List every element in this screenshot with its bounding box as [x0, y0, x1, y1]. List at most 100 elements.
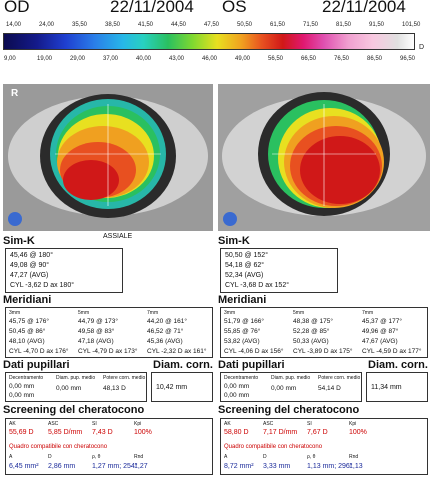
column-header: AK [9, 421, 16, 427]
column-header: Decentramento [224, 375, 259, 381]
meridian-value: CYL -4,59 D ax 177° [362, 348, 422, 355]
scale-label: 46,00 [202, 56, 218, 62]
diam-corn-value: 11,34 mm [371, 384, 402, 391]
meridian-value: 44,20 @ 161° [147, 318, 187, 325]
screening-value: 6,45 mm² [9, 463, 39, 470]
column-header: Rnd [134, 454, 144, 460]
meridian-box: 3mm 45,75 @ 176° 50,45 @ 86° 48,10 (AVG) CYL… [5, 307, 213, 358]
column-header: SI [92, 421, 97, 427]
column-header: ASC [263, 421, 274, 427]
scale-label: 101,50 [402, 22, 421, 28]
scale-label: 14,00 [6, 22, 22, 28]
screening-box: AK 58,80 D ASC 7,17 D/mm SI 7,67 D Kpi 100% Quad… [220, 418, 428, 475]
screening-value: 5,85 D/mm [48, 429, 83, 436]
sim-k-value: CYL -3,68 D ax 152° [225, 282, 290, 289]
scale-label: 40,00 [136, 56, 152, 62]
column-header: 5mm [293, 310, 305, 316]
screening-value: 2,86 mm [48, 463, 76, 470]
meridian-value: 55,85 @ 76° [224, 328, 261, 335]
meridian-value: 46,52 @ 71° [147, 328, 184, 335]
section-title: Screening del cheratocono [218, 404, 360, 416]
column-header: A [9, 454, 13, 460]
scale-label: 56,50 [268, 56, 284, 62]
scale-label: 81,50 [336, 22, 352, 28]
verdict: Quadro compatibile con cheratocono [224, 444, 323, 450]
column-header: Rnd [349, 454, 359, 460]
screening-value: 8,72 mm² [224, 463, 254, 470]
scale-label: 61,50 [270, 22, 286, 28]
scale-label: 35,50 [72, 22, 88, 28]
section-title: Diam. corn. [368, 359, 428, 371]
section-title: Meridiani [3, 294, 52, 306]
pupil-value: 0,00 mm [9, 392, 35, 399]
scale-label: 76,50 [334, 56, 350, 62]
scale-label: 96,50 [400, 56, 416, 62]
pupil-value: 0,00 mm [271, 385, 297, 392]
column-header: Potere corn. medio [103, 375, 146, 381]
pupil-value: 54,14 D [318, 385, 341, 392]
pupil-box: Decentramento 0,00 mm 0,00 mm Diam. pup. me… [5, 372, 147, 402]
color-scale [3, 33, 415, 50]
screening-value: 58,80 D [224, 429, 249, 436]
section-title: Sim-K [218, 235, 250, 247]
column-header: Diam. pup. medio [271, 375, 311, 381]
sim-k-value: CYL -3,62 D ax 180° [10, 282, 75, 289]
meridian-value: 52,28 @ 85° [293, 328, 330, 335]
column-header: 3mm [224, 310, 236, 316]
scale-label: 29,00 [70, 56, 86, 62]
meridian-value: 51,79 @ 166° [224, 318, 264, 325]
image-label: R [11, 88, 19, 99]
screening-value: 7,17 D/mm [263, 429, 298, 436]
topography-map [218, 84, 430, 231]
column-header: ρ, θ [92, 454, 101, 460]
section-title: Sim-K [3, 235, 35, 247]
topography-map [3, 84, 213, 231]
column-header: 5mm [78, 310, 90, 316]
scale-label: 91,50 [369, 22, 385, 28]
scale-label: 24,00 [39, 22, 55, 28]
column-header: A [224, 454, 228, 460]
scale-label: 44,50 [171, 22, 187, 28]
screening-value: 1,27 mm; 254° [92, 463, 138, 470]
meridian-value: 50,45 @ 86° [9, 328, 46, 335]
meridian-value: 48,10 (AVG) [9, 338, 45, 345]
scale-label: 71,50 [303, 22, 319, 28]
meridian-value: 45,75 @ 176° [9, 318, 49, 325]
scale-label: 19,00 [37, 56, 53, 62]
column-header: 7mm [147, 310, 159, 316]
screening-value: 100% [349, 429, 367, 436]
meridian-value: 49,58 @ 83° [78, 328, 115, 335]
screening-value: 1,13 mm; 296° [307, 463, 353, 470]
date: 22/11/2004 [322, 0, 406, 16]
column-header: Kpi [134, 421, 142, 427]
screening-box: AK 55,69 D ASC 5,85 D/mm SI 7,43 D Kpi 100% Quad… [5, 418, 213, 475]
column-header: D [48, 454, 52, 460]
screening-value: 3,33 mm [263, 463, 291, 470]
meridian-value: 44,79 @ 173° [78, 318, 118, 325]
pupil-value: 0,00 mm [9, 383, 35, 390]
eye-label: OS [222, 0, 247, 16]
screening-value: 100% [134, 429, 152, 436]
meridian-value: 47,67 (AVG) [362, 338, 398, 345]
screening-value: 1,13 [349, 463, 363, 470]
sim-k-box: 45,46 @ 180° 49,08 @ 90° 47,27 (AVG) CYL -3… [5, 248, 123, 293]
scale-label: 86,50 [367, 56, 383, 62]
scale-label: 47,50 [204, 22, 220, 28]
pupil-value: 0,00 mm [56, 385, 82, 392]
pupil-value: 48,13 D [103, 385, 126, 392]
sim-k-value: 47,27 (AVG) [10, 272, 49, 279]
scale-label: 50,50 [237, 22, 253, 28]
scale-label: 66,50 [301, 56, 317, 62]
date: 22/11/2004 [110, 0, 194, 16]
column-header: D [263, 454, 267, 460]
section-title: Screening del cheratocono [3, 404, 145, 416]
screening-value: 7,43 D [92, 429, 113, 436]
scale-label: 41,50 [138, 22, 154, 28]
sim-k-box: 50,50 @ 152° 54,18 @ 62° 52,34 (AVG) CYL -3… [220, 248, 338, 293]
section-title: Diam. corn. [153, 359, 213, 371]
sim-k-value: 49,08 @ 90° [10, 262, 50, 269]
column-header: 7mm [362, 310, 374, 316]
meridian-value: 49,96 @ 87° [362, 328, 399, 335]
screening-value: 1,27 [134, 463, 148, 470]
